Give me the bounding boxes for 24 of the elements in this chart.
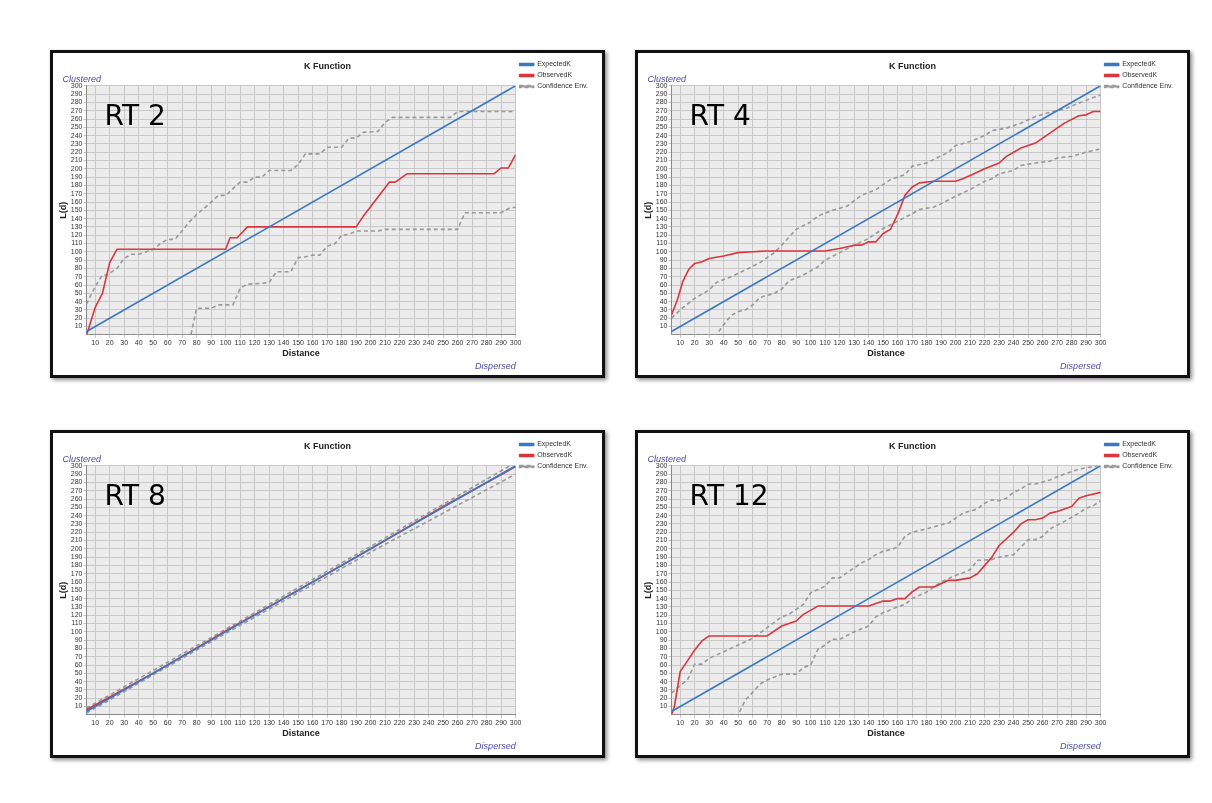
text: Dispersed (1060, 361, 1102, 371)
text: Clustered (647, 73, 687, 84)
y-axis-title: L(d) (642, 201, 653, 219)
x-axis-title: Distance (282, 728, 320, 739)
annotation: RT 12 (689, 479, 769, 513)
x-axis-title: Distance (867, 348, 905, 359)
text: Dispersed (475, 741, 517, 751)
y-axis-title: L(d) (57, 201, 68, 219)
annotation: RT 8 (104, 479, 166, 513)
annotation: RT 2 (104, 99, 166, 133)
x-axis-title: Distance (867, 728, 905, 739)
chart-title: K Function (889, 440, 936, 451)
y-axis-title: L(d) (642, 581, 653, 599)
text: Clustered (62, 73, 102, 84)
text: Clustered (647, 453, 687, 464)
annotation: RT 4 (689, 99, 751, 133)
chart-title: K Function (889, 60, 936, 71)
text: Dispersed (1060, 741, 1102, 751)
chart-title: K Function (304, 440, 351, 451)
text: Dispersed (475, 361, 517, 371)
y-axis-title: L(d) (57, 581, 68, 599)
text: Clustered (62, 453, 102, 464)
x-axis-title: Distance (282, 348, 320, 359)
chart-title: K Function (304, 60, 351, 71)
